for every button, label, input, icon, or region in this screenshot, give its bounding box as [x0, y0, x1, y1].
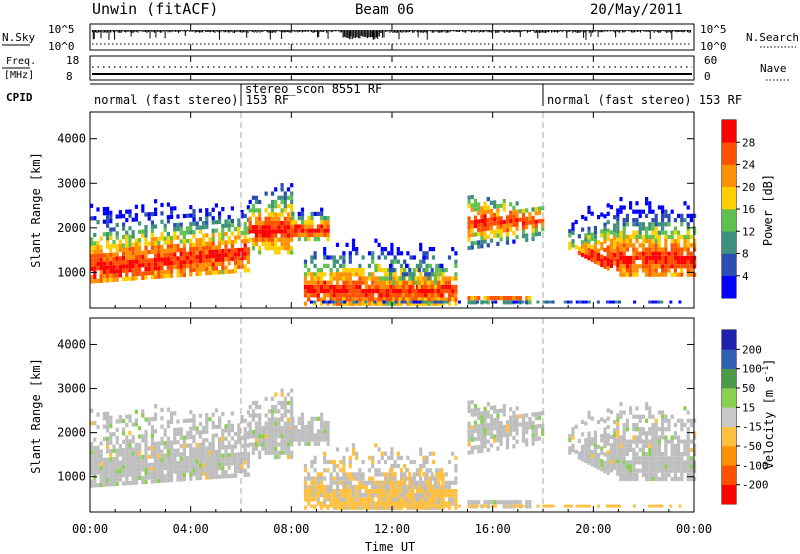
power-cbar-tick: 24 [742, 159, 756, 172]
colorbar-bin [722, 186, 736, 210]
velocity-data [90, 318, 697, 512]
power-cbar-tick: 4 [742, 270, 749, 283]
xlabel: Time UT [365, 540, 416, 554]
colorbar-bin [722, 164, 736, 188]
power-colorbar-label: Power [dB] [761, 174, 775, 246]
time-axis: 00:00 04:00 08:00 12:00 16:00 20:00 00:00 [72, 24, 712, 536]
power-panel: 1000 2000 3000 4000 Slant Range [km] 4 8 12 16… [29, 111, 775, 309]
power-cbar-tick: 12 [742, 225, 755, 238]
nave-label: Nave [760, 62, 787, 75]
radar-title: Unwin (fitACF) [92, 0, 218, 18]
xtick-label-0: 00:00 [72, 522, 108, 536]
ytick-label-3: 4000 [57, 132, 86, 146]
ytick-label-3: 4000 [57, 337, 86, 351]
velocity-colorbar-label: Velocity [m s-1] [761, 359, 776, 470]
xtick-label-2: 08:00 [273, 522, 309, 536]
velocity-cbar-tick: -15 [742, 421, 762, 434]
colorbar-bin [722, 484, 736, 505]
ytick-label-2: 3000 [57, 382, 86, 396]
freq-strip: Freq. [MHz] 18 8 60 0 Nave [2, 54, 790, 83]
velocity-cbar-tick: 100 [742, 363, 762, 376]
velocity-cbar-tick: 200 [742, 343, 762, 356]
sky-tick-bottom: 10^0 [48, 40, 75, 53]
power-cbar-tick: 16 [742, 203, 755, 216]
nave-tick-bottom: 0 [704, 70, 711, 83]
colorbar-bin [722, 349, 736, 369]
colorbar-bin [722, 253, 736, 277]
velocity-cbar-tick: 50 [742, 382, 755, 395]
colorbar-bin [722, 330, 736, 350]
power-cbar-tick: 28 [742, 136, 755, 149]
colorbar-bin [722, 465, 736, 485]
velocity-cbar-tick: -200 [742, 479, 769, 492]
xtick-label-3: 12:00 [374, 522, 410, 536]
nave-tick-top: 60 [704, 54, 717, 67]
colorbar-bin [722, 120, 736, 143]
ytick-label-1: 2000 [57, 426, 86, 440]
cpid-segment-0: normal (fast stereo) 153 RF [94, 93, 289, 107]
power-data [90, 112, 697, 308]
power-cbar-tick: 20 [742, 181, 755, 194]
ytick-label-2: 3000 [57, 176, 86, 190]
colorbar-bin [722, 231, 736, 254]
cpid-segment-1: stereo_scon 8551 RF [245, 82, 382, 96]
sky-noise-strip: N.Sky 10^5 10^0 10^5 10^0 N.Search [2, 23, 799, 53]
power-ylabel: Slant Range [km] [29, 152, 43, 268]
search-noise-label: N.Search [746, 31, 799, 44]
sky-noise-trace [91, 30, 692, 45]
ytick-label-0: 1000 [57, 470, 86, 484]
colorbar-bin [722, 426, 736, 447]
velocity-ylabel: Slant Range [km] [29, 358, 43, 474]
velocity-cbar-tick: 15 [742, 401, 755, 414]
velocity-cbar-tick: -50 [742, 440, 762, 453]
cpid-segment-2: normal (fast stereo) 153 RF [547, 93, 742, 107]
xtick-label-4: 16:00 [475, 522, 511, 536]
date-title: 20/May/2011 [590, 2, 683, 18]
freq-tick-top: 18 [66, 54, 79, 67]
xtick-label-5: 20:00 [575, 522, 611, 536]
freq-tick-bottom: 8 [66, 70, 73, 83]
xtick-label-1: 04:00 [173, 522, 209, 536]
colorbar-bin [722, 209, 736, 232]
colorbar-bin [722, 142, 736, 165]
freq-unit-label: [MHz] [4, 70, 34, 81]
velocity-cbar-tick: -100 [742, 459, 769, 472]
colorbar-bin [722, 388, 736, 408]
sky-label: N.Sky [2, 31, 35, 44]
colorbar-bin [722, 407, 736, 427]
beam-title: Beam 06 [355, 2, 414, 18]
xtick-label-6: 00:00 [676, 522, 712, 536]
cpid-strip: CPID normal (fast stereo) 153 RFstereo_s… [6, 82, 742, 107]
freq-label: Freq. [6, 56, 36, 67]
power-colorbar: 4 8 12 16 20 24 28 [722, 120, 756, 299]
colorbar-bin [722, 275, 736, 299]
sky-tick-bottom-right: 10^0 [700, 40, 727, 53]
ytick-label-1: 2000 [57, 221, 86, 235]
colorbar-bin [722, 368, 736, 389]
sky-tick-top: 10^5 [48, 23, 75, 36]
ytick-label-0: 1000 [57, 265, 86, 279]
colorbar-bin [722, 446, 736, 466]
velocity-panel: 1000 2000 3000 4000 Slant Range [km] 200 100… [29, 317, 776, 513]
sky-tick-top-right: 10^5 [700, 23, 727, 36]
cpid-label: CPID [6, 91, 33, 104]
velocity-colorbar: 200 100 50 15 -15 -50 -100 -200 [722, 330, 769, 505]
power-cbar-tick: 8 [742, 248, 749, 261]
